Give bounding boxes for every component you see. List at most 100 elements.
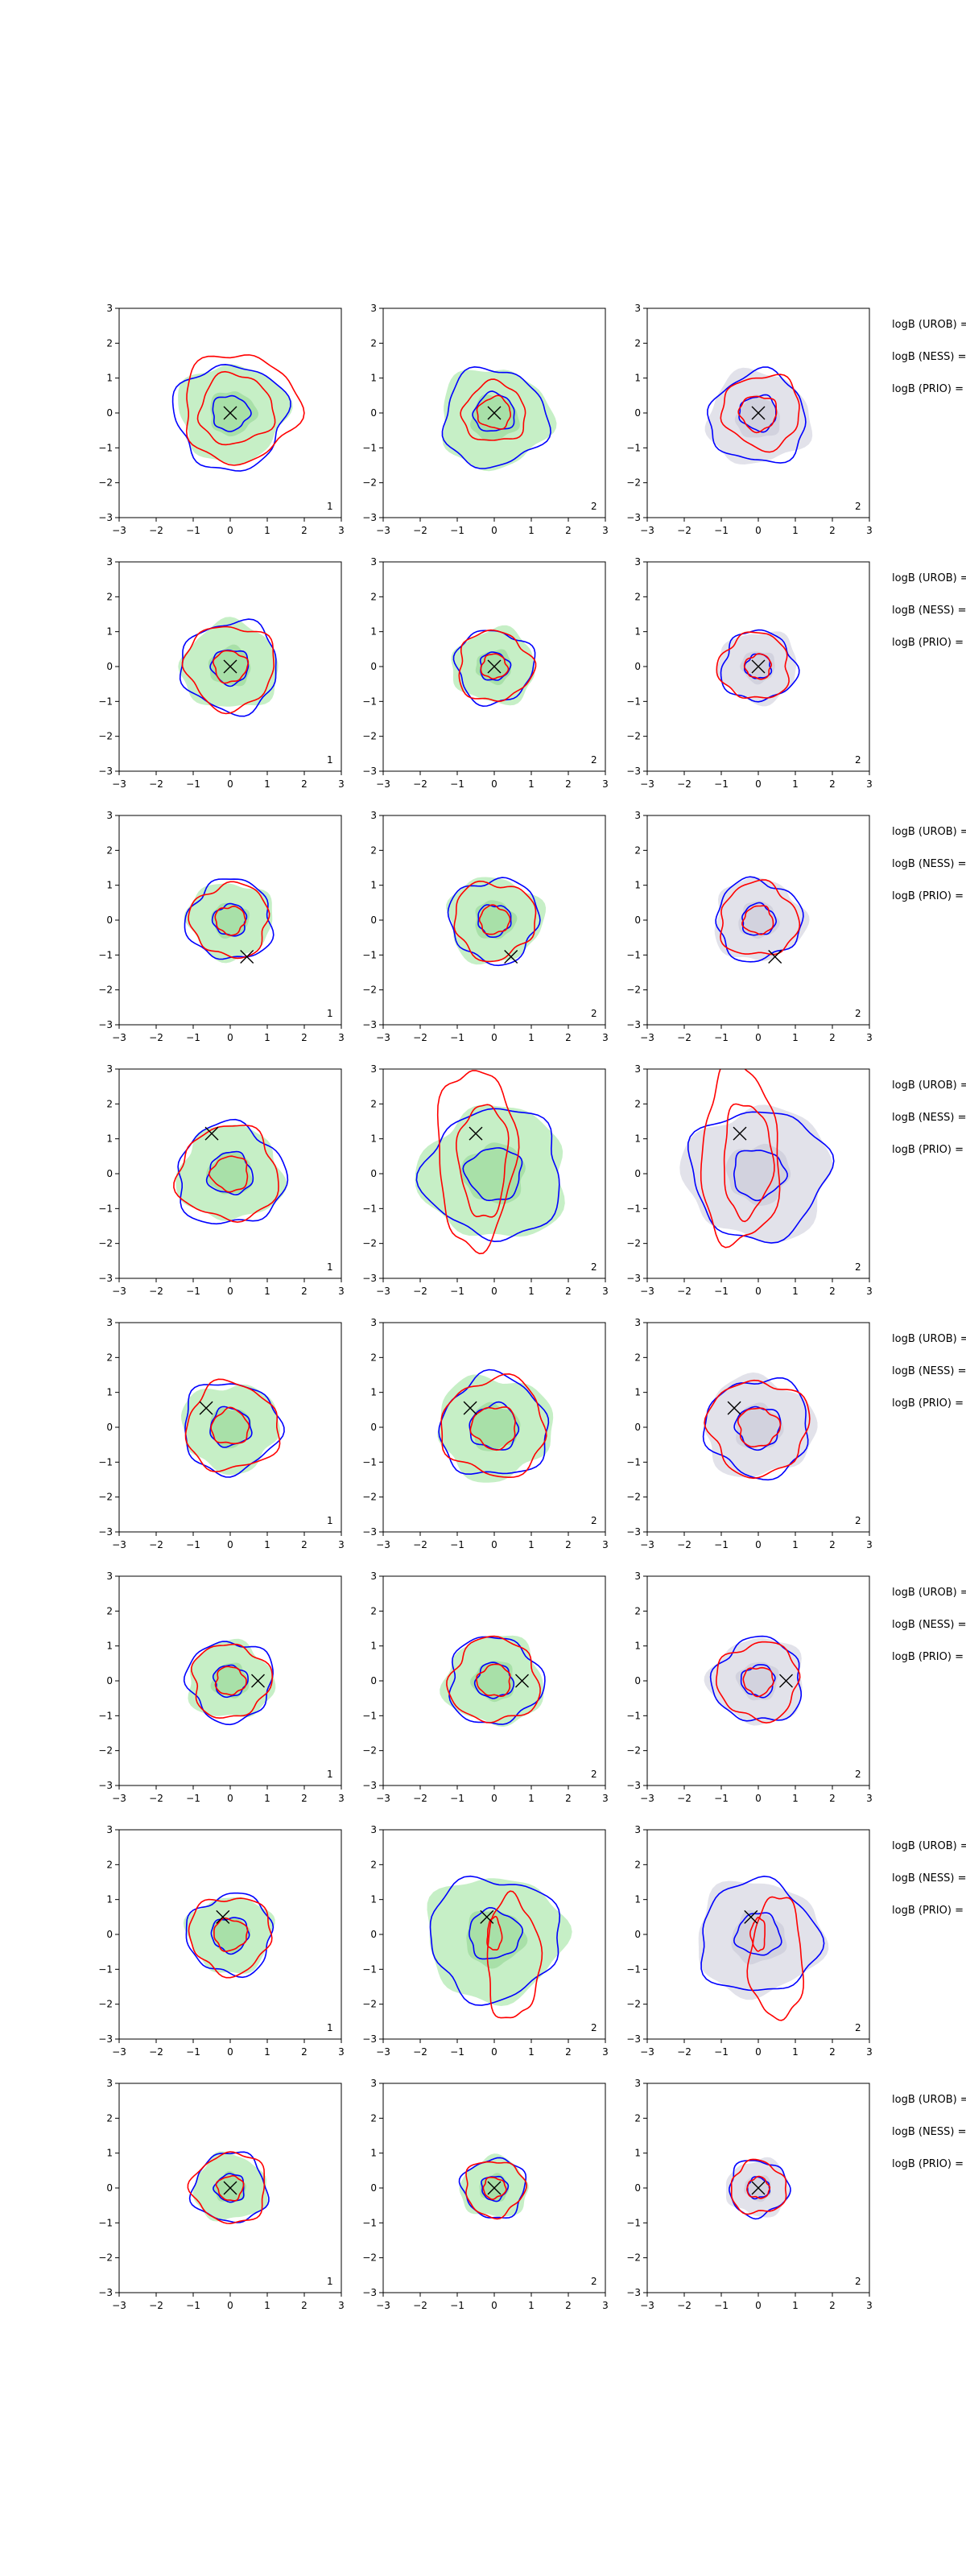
y-tick-label: −3 xyxy=(98,1780,113,1791)
x-tick-label: 3 xyxy=(602,1032,609,1043)
y-tick-label: −1 xyxy=(626,1203,641,1214)
density-core xyxy=(211,1918,251,1954)
x-tick-label: −1 xyxy=(186,1793,200,1804)
x-tick-label: −1 xyxy=(450,778,464,790)
red-contour-2 xyxy=(700,1069,781,1249)
panel-index-label: 2 xyxy=(591,2022,597,2033)
x-tick-label: −1 xyxy=(714,1032,729,1043)
x-tick-label: 3 xyxy=(602,2046,609,2058)
red-contour-2 xyxy=(486,1915,503,1951)
x-tick-label: −3 xyxy=(376,1793,390,1804)
y-tick-label: 2 xyxy=(106,591,113,602)
x-tick-label: 1 xyxy=(264,778,270,790)
y-tick-label: 2 xyxy=(370,1098,377,1109)
panel-index-label: 1 xyxy=(327,1008,333,1019)
x-tick-label: 2 xyxy=(829,1539,836,1550)
x-tick-label: 2 xyxy=(829,1032,836,1043)
y-tick-label: 0 xyxy=(106,661,113,672)
density-core xyxy=(470,1661,514,1703)
y-tick-label: 1 xyxy=(370,1894,377,1905)
y-tick-label: −2 xyxy=(626,1999,641,2010)
blue-contour-2 xyxy=(462,1147,523,1202)
red-contour-2 xyxy=(476,1663,511,1697)
plot-area xyxy=(451,625,537,708)
panel-index-label: 1 xyxy=(327,1261,333,1273)
true-value-marker xyxy=(487,406,502,420)
panel-index-label: 2 xyxy=(855,1769,861,1780)
y-tick-label: −2 xyxy=(98,1999,113,2010)
x-tick-label: 3 xyxy=(866,2300,873,2311)
x-tick-label: 1 xyxy=(792,525,799,536)
x-tick-label: −1 xyxy=(714,778,729,790)
x-tick-label: 2 xyxy=(301,1286,308,1297)
y-tick-label: −1 xyxy=(362,696,377,707)
x-tick-label: −3 xyxy=(112,1793,126,1804)
red-contour-2 xyxy=(213,1917,249,1952)
x-tick-label: 2 xyxy=(565,1539,572,1550)
y-tick-label: 1 xyxy=(634,2148,641,2159)
y-tick-label: −2 xyxy=(362,985,377,996)
x-tick-label: 3 xyxy=(602,2300,609,2311)
panel-r1-c1: −3 −2 −1 0 1 2 3 −3 −2 −1 0 1 2 3 1 xyxy=(98,303,345,536)
red-contour-1 xyxy=(440,1373,547,1479)
x-tick-label: −2 xyxy=(149,778,163,790)
y-tick-label: −1 xyxy=(626,442,641,453)
y-tick-label: 1 xyxy=(106,1894,113,1905)
x-tick-label: 2 xyxy=(301,1793,308,1804)
x-tick-label: 1 xyxy=(528,2046,535,2058)
y-tick-label: 3 xyxy=(106,1317,113,1328)
blue-contour-2 xyxy=(733,1150,788,1202)
y-tick-label: −3 xyxy=(362,2033,377,2045)
y-tick-label: −2 xyxy=(626,2252,641,2264)
x-tick-label: 3 xyxy=(866,1539,873,1550)
y-tick-label: 3 xyxy=(370,810,377,821)
y-tick-label: 2 xyxy=(634,1098,641,1109)
red-contour-2 xyxy=(208,1155,249,1193)
true-value-marker xyxy=(223,2181,237,2195)
log-bayes-label: logB (PRIO) = xyxy=(892,637,964,649)
true-value-marker xyxy=(504,950,518,964)
y-tick-label: −2 xyxy=(98,2252,113,2264)
y-tick-label: −3 xyxy=(362,1780,377,1791)
log-bayes-label: logB (UROB) = xyxy=(892,826,966,838)
x-tick-label: −1 xyxy=(450,2300,464,2311)
y-tick-label: 0 xyxy=(634,914,641,926)
y-tick-label: −2 xyxy=(362,2252,377,2264)
x-tick-label: −2 xyxy=(413,1539,427,1550)
y-tick-label: 0 xyxy=(370,661,377,672)
blue-contour-2 xyxy=(481,2175,510,2202)
red-contour-1 xyxy=(458,629,537,702)
x-tick-label: 1 xyxy=(264,2046,270,2058)
y-tick-label: −2 xyxy=(362,1745,377,1757)
x-tick-label: −2 xyxy=(677,525,691,536)
red-contour-1 xyxy=(184,1378,281,1473)
blue-contour-1 xyxy=(188,2151,270,2223)
y-tick-label: −2 xyxy=(98,477,113,489)
x-tick-label: 2 xyxy=(829,1286,836,1297)
plot-area xyxy=(171,354,305,472)
x-tick-label: 2 xyxy=(565,778,572,790)
x-tick-label: −3 xyxy=(112,1286,126,1297)
y-tick-label: 0 xyxy=(106,407,113,419)
y-tick-label: 3 xyxy=(106,556,113,568)
x-tick-label: 2 xyxy=(301,1032,308,1043)
x-tick-label: 1 xyxy=(792,2300,799,2311)
panel-index-label: 2 xyxy=(855,2276,861,2287)
red-contour-2 xyxy=(742,1666,774,1698)
red-contour-2 xyxy=(469,1406,516,1451)
y-tick-label: −1 xyxy=(98,949,113,960)
x-tick-label: 0 xyxy=(755,1286,762,1297)
y-tick-label: 1 xyxy=(370,1387,377,1398)
x-tick-label: 1 xyxy=(264,525,270,536)
x-tick-label: −1 xyxy=(714,1539,729,1550)
blue-contour-1 xyxy=(720,629,800,703)
panel-r3-c3: −3 −2 −1 0 1 2 3 −3 −2 −1 0 1 2 3 2 xyxy=(626,810,873,1043)
blue-contour-1 xyxy=(183,1641,274,1726)
density-core xyxy=(209,1407,251,1449)
x-tick-label: −1 xyxy=(450,1032,464,1043)
x-tick-label: 1 xyxy=(528,778,535,790)
log-bayes-label: logB (UROB) = xyxy=(892,2094,966,2106)
log-bayes-label: logB (NESS) = xyxy=(892,858,966,870)
y-tick-label: 0 xyxy=(370,914,377,926)
